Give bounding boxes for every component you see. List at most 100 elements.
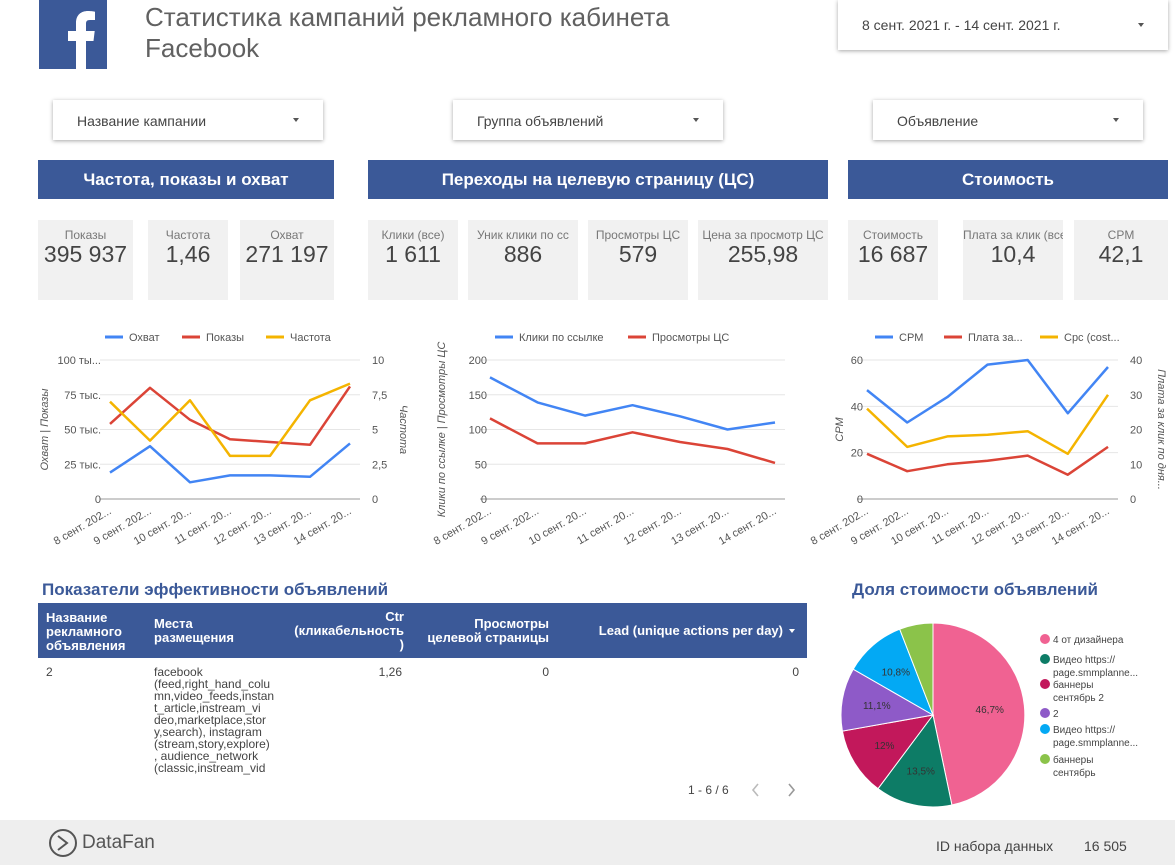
series-line (866, 358, 1109, 424)
legend-label: 2 (1053, 709, 1059, 720)
pie-chart: 46,7% 13,5% 12% 11,1% 10,8% 4 от дизайнера Вид… (840, 622, 1138, 808)
legend-label: CPM (899, 332, 923, 344)
legend-swatch (1040, 724, 1050, 734)
pie-slice-label: 13,5% (907, 767, 935, 778)
legend-label: баннеры (1053, 679, 1093, 691)
chevron-left-icon[interactable] (750, 782, 762, 798)
series-line (866, 445, 1109, 476)
cell-line: (stream,story,explore) (154, 737, 270, 751)
cell-ad-name: 2 (46, 665, 53, 679)
y2-tick-label: 0 (372, 494, 378, 506)
kpi-label: Показы (64, 228, 107, 242)
series-line (109, 442, 351, 484)
col-lead[interactable]: Lead (unique actions per day) (568, 624, 783, 638)
y-tick-label: 20 (851, 448, 863, 460)
y2-tick-label: 7,5 (372, 390, 387, 402)
y-tick-label: 25 тыс. (64, 459, 101, 471)
table-header: Название рекламного объявления Места раз… (38, 603, 807, 658)
header-line: рекламного (46, 624, 122, 639)
kpi-spend: Стоимость 16 687 (848, 220, 938, 300)
legend-label: Клики по ссылке (519, 332, 604, 344)
legend-label: Просмотры ЦС (652, 332, 729, 344)
pie-slice (899, 622, 934, 716)
cell-landing-views: 0 (542, 665, 549, 679)
legend-label: сентябрь 2 (1053, 692, 1104, 704)
cell-line: deo,marketplace,stor (154, 713, 267, 727)
kpi-label: Плата за клик (все) (963, 228, 1063, 242)
pie-title: Доля стоимости объявлений (852, 580, 1098, 599)
legend-label: Охват (129, 332, 160, 344)
cell-line: y,search), instagram (154, 725, 262, 739)
table-title: Показатели эффективности объявлений (42, 580, 389, 599)
footer: DataFan ID набора данных 16 505 (0, 820, 1175, 865)
cell-lead: 0 (792, 665, 799, 679)
series-line (109, 385, 352, 447)
sort-desc-icon[interactable] (789, 629, 795, 633)
kpi-value: 1,46 (165, 241, 211, 267)
y2-tick-label: 10 (372, 355, 384, 367)
pagination-label: 1 - 6 / 6 (688, 783, 729, 797)
cell-line: (classic,instream_vid (154, 761, 266, 775)
pie-slice (932, 622, 1026, 806)
series-line (109, 382, 351, 458)
legend-swatch (1040, 708, 1050, 718)
kpi-frequency: Частота 1,46 (148, 220, 228, 300)
y2-tick-label: 10 (1130, 459, 1142, 471)
kpi-cpm: CPM 42,1 (1074, 220, 1168, 300)
chevron-down-icon (1138, 23, 1144, 27)
col-ctr[interactable]: Ctr (кликабельность ) (284, 610, 404, 652)
kpi-label: Цена за просмотр ЦС (702, 228, 824, 242)
pie-slice-label: 46,7% (976, 705, 1004, 716)
chevron-down-icon (693, 118, 699, 122)
legend-label: Показы (206, 332, 244, 344)
brand-name: DataFan (82, 832, 155, 853)
series-line (489, 417, 776, 465)
y2-axis-label: Частота (397, 405, 409, 454)
col-landing-views[interactable]: Просмотры целевой страницы (414, 617, 549, 645)
date-range-value: 8 сент. 2021 г. - 14 сент. 2021 г. (862, 17, 1061, 33)
pie-slice (877, 713, 953, 808)
header-line: Места (154, 616, 193, 631)
pie-slice-label: 11,1% (863, 701, 891, 712)
ad-filter-label: Объявление (897, 113, 979, 129)
header-line: размещения (154, 630, 234, 645)
col-ad-name[interactable]: Название рекламного объявления (46, 611, 146, 653)
kpi-value: 1 611 (385, 241, 441, 267)
legend-label: page.smmplanne... (1053, 668, 1138, 679)
kpi-label: Уник клики по сс (477, 228, 569, 242)
ad-filter[interactable]: Объявление (873, 100, 1143, 140)
campaign-filter[interactable]: Название кампании (53, 100, 323, 140)
col-placements[interactable]: Места размещения (154, 617, 274, 645)
header-line: целевой страницы (427, 630, 549, 645)
legend-swatch (1040, 654, 1050, 664)
kpi-unique-link-clicks: Уник клики по сс 886 (468, 220, 578, 300)
kpi-value: 271 197 (245, 241, 329, 267)
y-tick-label: 50 (475, 459, 487, 471)
header-line: Lead (unique actions per day) (598, 623, 783, 638)
y-tick-label: 100 (469, 425, 487, 437)
y-tick-label: 60 (851, 355, 863, 367)
kpi-value: 579 (618, 241, 658, 267)
adset-filter[interactable]: Группа объявлений (453, 100, 723, 140)
campaign-filter-label: Название кампании (77, 113, 207, 129)
y-tick-label: 75 тыс. (64, 390, 101, 402)
legend-swatch (1040, 754, 1050, 764)
legend-label: Частота (290, 332, 332, 344)
y-tick-label: 0 (95, 494, 101, 506)
kpi-value: 886 (503, 241, 543, 267)
section-landing-page: Переходы на целевую страницу (ЦС) (368, 160, 828, 199)
cell-line: , audience_network (154, 749, 259, 763)
legend-swatch (1040, 679, 1050, 689)
kpi-impressions: Показы 395 937 (38, 220, 133, 300)
chevron-right-icon[interactable] (785, 782, 797, 798)
y-tick-label: 100 ты... (57, 355, 101, 367)
kpi-label: Клики (все) (381, 228, 445, 242)
kpi-reach: Охват 271 197 (240, 220, 334, 300)
header-line: (кликабельность (294, 623, 404, 638)
datafan-logo-icon (49, 829, 77, 857)
y2-tick-label: 40 (1130, 355, 1142, 367)
legend-label: Видео https:// (1053, 725, 1115, 736)
cell-line: (feed,right_hand_colu (154, 677, 271, 691)
facebook-f-icon (68, 11, 95, 69)
date-range-picker[interactable]: 8 сент. 2021 г. - 14 сент. 2021 г. (838, 0, 1168, 50)
